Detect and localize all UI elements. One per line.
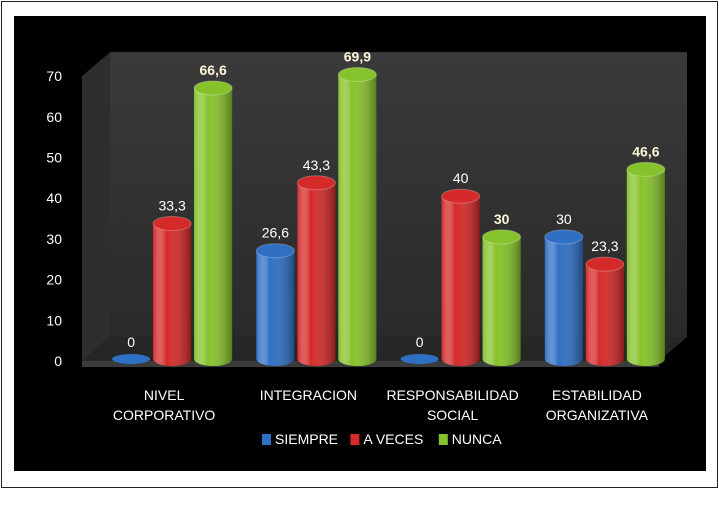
legend-item: NUNCA: [438, 431, 502, 447]
bar-top: [193, 80, 233, 96]
x-tick-label: SOCIAL: [427, 407, 479, 423]
data-label: 40: [453, 170, 469, 186]
bar-shade: [338, 74, 377, 367]
data-label: 23,3: [591, 238, 618, 254]
bar: [255, 243, 295, 367]
data-label: 0: [127, 334, 135, 350]
bar-top: [400, 354, 439, 364]
bar-shade: [482, 236, 521, 367]
bar: [626, 161, 666, 367]
bar: [482, 229, 522, 367]
y-tick-label: 50: [46, 150, 62, 166]
data-label: 66,6: [200, 62, 227, 78]
legend-label: NUNCA: [452, 431, 502, 447]
floor: [82, 337, 687, 361]
bar-shade: [194, 87, 233, 367]
legend-label: SIEMPRE: [275, 431, 338, 447]
data-label: 30: [494, 211, 510, 227]
y-axis: 0 10 20 30 40 50 60 70: [46, 68, 62, 369]
bar-top: [337, 67, 377, 83]
y-tick-label: 70: [46, 68, 62, 84]
bar-top: [152, 215, 192, 231]
x-tick-label: ESTABILIDAD: [552, 387, 642, 403]
x-tick-label: NIVEL: [144, 387, 185, 403]
chart-frame: 0 10 20 30 40 50 60 70 0 33,3 66,6 26,6 43,3 69,9 0 40…: [1, 1, 718, 488]
x-tick-label: RESPONSABILIDAD: [386, 387, 518, 403]
legend-item: SIEMPRE: [262, 431, 338, 447]
data-label: 46,6: [632, 143, 659, 159]
y-tick-label: 10: [46, 312, 62, 328]
bar: [400, 354, 439, 364]
data-label: 30: [556, 211, 572, 227]
legend-swatch: [262, 434, 271, 445]
bar: [296, 175, 336, 367]
bars: [112, 67, 666, 367]
bar: [112, 354, 151, 364]
data-label: 43,3: [303, 157, 330, 173]
bar-shade: [297, 182, 336, 367]
bar-shade: [585, 264, 624, 367]
bar-shade: [441, 196, 480, 367]
bar-top: [544, 229, 584, 245]
bar-chart: 0 10 20 30 40 50 60 70 0 33,3 66,6 26,6 43,3 69,9 0 40…: [46, 49, 687, 447]
bar-top: [441, 188, 481, 204]
bar-shade: [544, 236, 583, 367]
x-tick-label: CORPORATIVO: [113, 407, 216, 423]
y-tick-label: 30: [46, 231, 62, 247]
data-labels: 0 33,3 66,6 26,6 43,3 69,9 0 40 30 30 23,3 46,6: [127, 49, 659, 350]
bar-shade: [153, 223, 192, 367]
bar: [152, 215, 192, 367]
y-tick-label: 20: [46, 272, 62, 288]
data-label: 0: [416, 334, 424, 350]
bar-top: [112, 354, 151, 364]
x-tick-label: INTEGRACION: [260, 387, 357, 403]
bar-top: [482, 229, 522, 245]
back-wall: [110, 52, 687, 337]
x-tick-label: ORGANIZATIVA: [546, 407, 649, 423]
data-label: 33,3: [159, 197, 186, 213]
data-label: 69,9: [344, 49, 371, 65]
bar: [193, 80, 233, 367]
bar-shade: [256, 250, 295, 367]
bar-top: [255, 243, 295, 259]
chart-area: 0 10 20 30 40 50 60 70 0 33,3 66,6 26,6 43,3 69,9 0 40…: [14, 16, 706, 471]
bar-shade: [626, 169, 665, 367]
bar-top: [585, 256, 625, 272]
legend-label: A VECES: [363, 431, 423, 447]
x-axis: NIVEL CORPORATIVO INTEGRACION RESPONSABILID…: [113, 387, 649, 423]
data-label: 26,6: [262, 225, 289, 241]
bar-top: [296, 175, 336, 191]
bar: [585, 256, 625, 367]
bar: [441, 188, 481, 367]
legend-swatch: [438, 434, 448, 445]
bar: [544, 229, 584, 367]
y-tick-label: 0: [54, 353, 62, 369]
side-wall: [82, 52, 110, 361]
bar-top: [626, 161, 666, 177]
legend: SIEMPRE A VECES NUNCA: [262, 431, 502, 447]
legend-swatch: [350, 434, 360, 445]
y-tick-label: 40: [46, 190, 62, 206]
y-tick-label: 60: [46, 109, 62, 125]
bar: [337, 67, 377, 367]
legend-item: A VECES: [350, 431, 423, 447]
